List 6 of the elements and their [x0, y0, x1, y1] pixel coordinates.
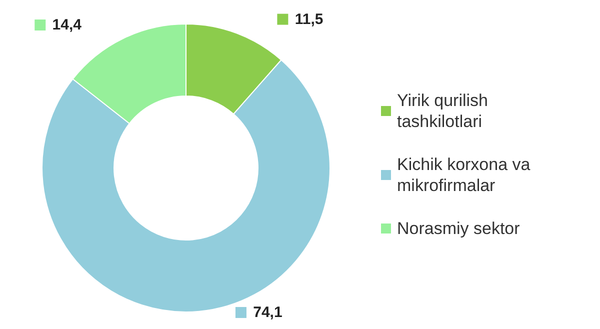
data-label: 11,5 — [294, 10, 324, 28]
legend-label: Yirik qurilish tashkilotlari — [397, 91, 493, 131]
data-label: 14,4 — [52, 16, 82, 34]
data-label: 74,1 — [253, 304, 282, 321]
legend-label: Kichik korxona va mikrofirmalar — [397, 155, 535, 195]
legend-label: Norasmiy sektor — [397, 219, 520, 238]
